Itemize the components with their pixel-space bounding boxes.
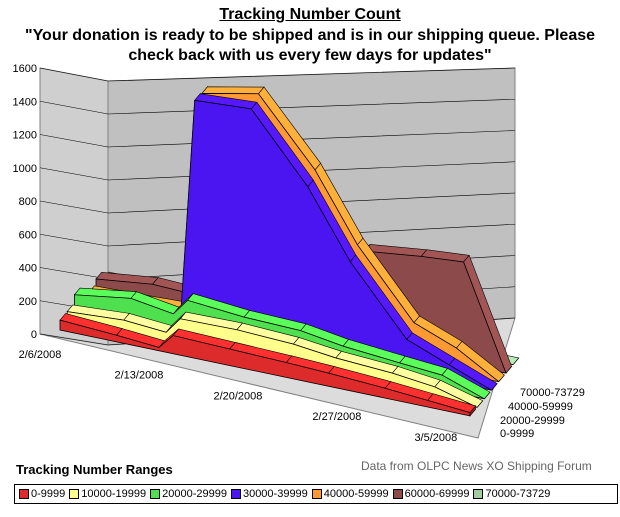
y-tick-label: 400 xyxy=(19,263,37,275)
area-end-cap xyxy=(498,374,505,382)
y-tick-label: 1600 xyxy=(13,63,37,75)
legend-label: 60000-69999 xyxy=(404,488,470,500)
gridline xyxy=(39,192,516,214)
legend-item: 60000-69999 xyxy=(392,488,470,500)
gridline xyxy=(39,67,516,82)
y-tick-label: 600 xyxy=(19,229,37,241)
legend-item: 10000-19999 xyxy=(69,488,146,500)
legend-label: 40000-59999 xyxy=(323,488,389,500)
legend-swatch xyxy=(150,489,161,499)
legend-item: 40000-59999 xyxy=(311,488,389,500)
legend-item: 20000-29999 xyxy=(150,488,227,500)
gridline xyxy=(39,130,516,148)
y-tick-label: 200 xyxy=(19,296,37,308)
legend-item: 30000-39999 xyxy=(230,488,308,500)
area-end-cap xyxy=(476,400,484,408)
chart-title: Tracking Number Count xyxy=(219,6,401,23)
legend-swatch xyxy=(311,489,322,499)
area-end-cap xyxy=(491,383,498,391)
chart-subtitle: "Your donation is ready to be shipped an… xyxy=(24,27,596,64)
gridline xyxy=(39,98,516,115)
area-top-segment xyxy=(201,86,265,95)
x-tick-label: 2/6/2008 xyxy=(19,349,62,361)
legend-swatch xyxy=(392,489,403,499)
area-end-cap xyxy=(469,405,476,417)
legend-item: 0-9999 xyxy=(19,488,65,500)
series-area-0-9999 xyxy=(59,313,477,417)
chart-axes: 0 200 400 600 800 1000 1200 1400 1600 2/6/2008 2/1… xyxy=(13,63,585,444)
depth-axis-label: 0-9999 xyxy=(500,428,534,440)
area-end-cap xyxy=(484,391,491,399)
depth-axis-label: 40000-59999 xyxy=(508,401,573,413)
depth-axis-label: 70000-73729 xyxy=(520,387,585,399)
legend-title: Tracking Number Ranges xyxy=(16,462,173,477)
legend-label: 70000-73729 xyxy=(485,488,551,500)
area-end-cap xyxy=(512,357,520,365)
legend-swatch xyxy=(19,489,29,499)
legend-swatch xyxy=(230,489,241,499)
depth-axis-label: 20000-29999 xyxy=(500,415,565,427)
y-tick-label: 800 xyxy=(19,196,37,208)
chart-series xyxy=(59,85,520,417)
legend-label: 10000-19999 xyxy=(81,488,147,500)
y-tick-label: 1400 xyxy=(13,96,37,108)
x-tick-label: 2/27/2008 xyxy=(312,411,361,423)
gridline xyxy=(39,223,516,247)
legend-swatch xyxy=(473,489,484,499)
y-tick-label: 1200 xyxy=(13,130,37,142)
source-note: Data from OLPC News XO Shipping Forum xyxy=(361,459,592,473)
gridline xyxy=(39,161,516,181)
legend-label: 0-9999 xyxy=(31,488,66,500)
area-end-cap xyxy=(505,366,512,374)
legend-label: 20000-29999 xyxy=(162,488,227,500)
chart-legend: 0-9999 10000-19999 20000-29999 30000-39999 4… xyxy=(14,484,618,504)
y-tick-label: 0 xyxy=(31,329,37,341)
x-tick-label: 2/20/2008 xyxy=(213,390,262,402)
x-tick-label: 3/5/2008 xyxy=(414,432,457,444)
legend-swatch xyxy=(69,489,80,499)
legend-item: 70000-73729 xyxy=(473,488,550,500)
legend-label: 30000-39999 xyxy=(242,488,308,500)
y-tick-label: 1000 xyxy=(13,163,37,175)
x-tick-label: 2/13/2008 xyxy=(114,370,163,382)
